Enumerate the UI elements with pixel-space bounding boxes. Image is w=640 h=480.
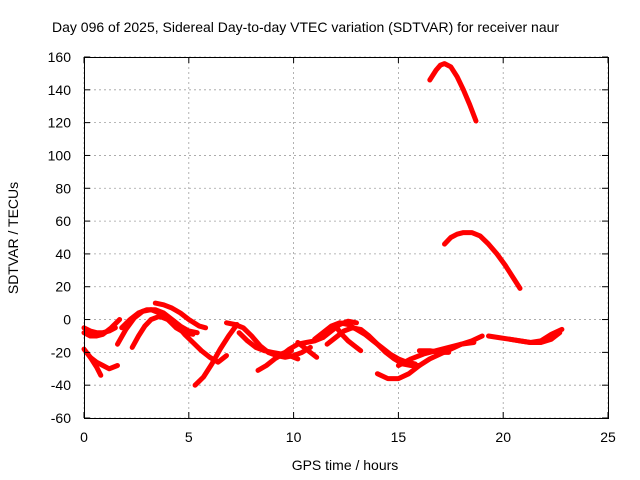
y-axis-label: SDTVAR / TECUs	[5, 182, 21, 294]
y-tick-label: -40	[51, 377, 71, 393]
series-arc-18	[295, 340, 320, 360]
y-tick-label: 40	[55, 246, 71, 262]
y-tick-label: 120	[48, 115, 72, 131]
series-arc-21	[333, 323, 364, 354]
x-axis-label: GPS time / hours	[292, 457, 399, 473]
y-tick-label: 140	[48, 82, 72, 98]
plot-frame	[84, 57, 609, 419]
series-arc-6	[87, 354, 120, 372]
chart-title: Day 096 of 2025, Sidereal Day-to-day VTE…	[52, 19, 559, 35]
x-tick-label: 25	[600, 429, 616, 445]
series-arc-2	[442, 230, 523, 291]
x-tick-label: 5	[185, 429, 193, 445]
x-tick-label: 10	[286, 429, 302, 445]
series-arc-10	[152, 300, 209, 331]
series-arc-8	[119, 307, 200, 336]
y-tick-label: 60	[55, 213, 71, 229]
y-tick-label: 160	[48, 49, 72, 65]
y-tick-label: 80	[55, 180, 71, 196]
series-arc-4	[81, 317, 123, 339]
x-tick-label: 0	[80, 429, 88, 445]
y-tick-label: -20	[51, 344, 71, 360]
x-axis-ticks: 0 5 10 15 20 25	[80, 57, 616, 445]
y-tick-label: -60	[51, 410, 71, 426]
plot-series	[81, 61, 565, 388]
series-arc-24	[416, 348, 452, 355]
series-arc-12	[192, 322, 240, 388]
series-arc-11	[173, 322, 229, 365]
series-arc-1	[427, 61, 479, 124]
y-axis-ticks: 160 140 120 100 80 60 40 20 0 -20 -40 -60	[48, 49, 608, 426]
series-arc-16	[265, 344, 313, 360]
x-tick-label: 15	[391, 429, 407, 445]
y-tick-label: 20	[55, 279, 71, 295]
y-tick-label: 0	[63, 312, 71, 328]
series-arc-26	[507, 330, 563, 345]
y-tick-label: 100	[48, 147, 72, 163]
x-tick-label: 20	[495, 429, 511, 445]
